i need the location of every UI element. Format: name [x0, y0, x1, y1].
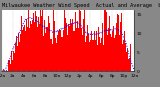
Text: Milwaukee Weather Wind Speed  Actual and Average  by Minute mph  (24 Hours): Milwaukee Weather Wind Speed Actual and …	[2, 3, 160, 8]
